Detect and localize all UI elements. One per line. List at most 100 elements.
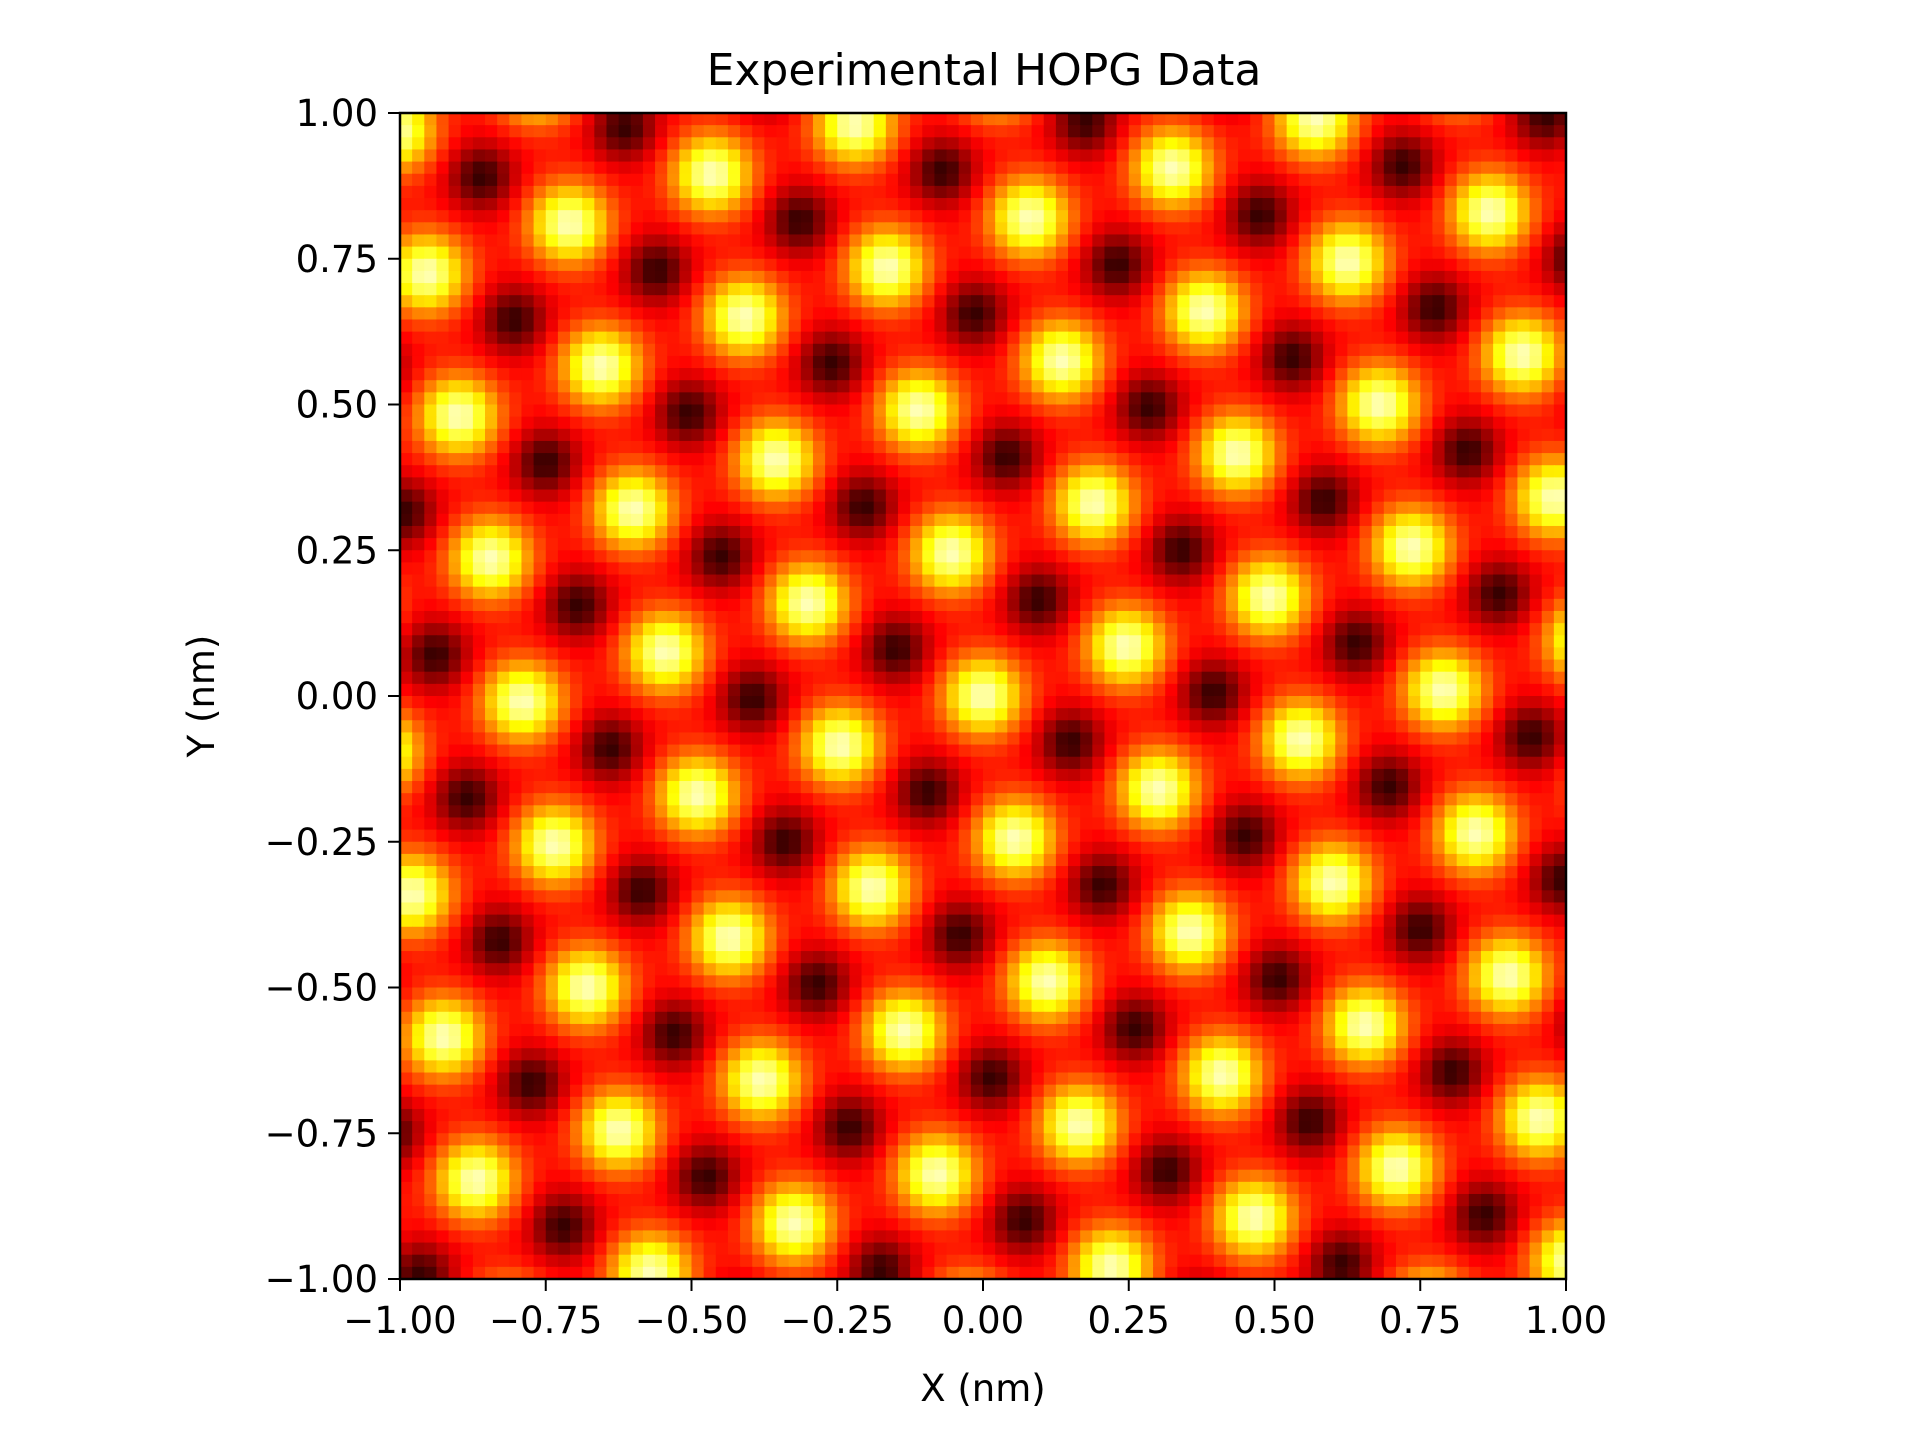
heatmap-cell [1043,185,1057,199]
heatmap-cell [1080,307,1093,321]
heatmap-cell [424,732,438,746]
heatmap-cell [800,732,814,746]
heatmap-cell [436,562,450,576]
heatmap-cell [970,671,984,685]
heatmap-cell [800,720,814,734]
heatmap-cell [1250,198,1263,211]
heatmap-cell [582,659,595,673]
heatmap-cell [1298,270,1312,284]
heatmap-cell [570,295,583,308]
heatmap-cell [703,404,717,418]
heatmap-cell [1298,659,1312,673]
heatmap-cell [1371,489,1385,503]
heatmap-cell [1408,550,1421,563]
heatmap-cell [1383,161,1397,175]
heatmap-cell [606,173,620,187]
heatmap-cell [1432,610,1446,624]
heatmap-cell [497,428,510,442]
heatmap-cell [812,210,826,223]
heatmap-cell [424,696,438,709]
heatmap-cell [679,477,693,491]
heatmap-cell [1177,623,1191,636]
heatmap-cell [436,744,450,758]
heatmap-cell [1517,477,1531,491]
heatmap-cell [1408,210,1421,223]
heatmap-cell [776,222,790,236]
heatmap-cell [1529,671,1543,685]
heatmap-cell [400,440,413,454]
heatmap-cell [849,465,863,478]
heatmap-cell [679,198,693,211]
heatmap-cell [740,696,753,709]
heatmap-cell [1359,210,1373,223]
heatmap-cell [642,647,656,661]
heatmap-cell [1213,732,1227,746]
heatmap-cell [1189,477,1203,491]
heatmap-cell [1201,368,1215,381]
heatmap-cell [618,295,632,308]
heatmap-cell [1213,598,1227,612]
heatmap-cell [837,210,850,223]
heatmap-cell [1493,137,1506,151]
heatmap-cell [1153,234,1166,248]
heatmap-cell [1128,732,1142,746]
heatmap-cell [618,440,632,454]
heatmap-cell [1541,185,1555,199]
heatmap-cell [1213,246,1227,260]
heatmap-cell [861,210,875,223]
heatmap-cell [1043,161,1057,175]
heatmap-cell [570,210,583,223]
heatmap-cell [922,647,936,661]
heatmap-cell [1153,428,1166,442]
heatmap-cell [1068,149,1081,163]
heatmap-cell [400,198,413,211]
heatmap-cell [1189,173,1203,187]
heatmap-cell [934,525,948,539]
heatmap-cell [655,270,668,284]
heatmap-cell [1395,513,1409,527]
heatmap-cell [424,671,438,685]
heatmap-cell [1335,696,1348,709]
heatmap-cell [703,125,717,138]
heatmap-cell [1310,562,1324,576]
heatmap-cell [594,598,608,612]
heatmap-cell [642,732,656,746]
heatmap-cell [764,161,778,175]
heatmap-cell [1395,210,1409,223]
heatmap-cell [1347,404,1361,418]
heatmap-cell [995,708,1008,721]
heatmap-cell [934,453,948,466]
heatmap-cell [922,210,936,223]
heatmap-cell [1165,708,1178,721]
heatmap-cell [825,550,838,563]
heatmap-cell [740,586,753,600]
heatmap-cell [1310,246,1324,260]
heatmap-cell [1213,270,1227,284]
heatmap-cell [995,440,1008,454]
heatmap-cell [727,477,741,491]
heatmap-cell [983,258,996,272]
heatmap-cell [606,283,620,296]
heatmap-cell [788,489,802,503]
heatmap-cell [1165,270,1178,284]
heatmap-cell [885,586,899,600]
heatmap-cell [1517,465,1531,478]
heatmap-cell [448,173,462,187]
heatmap-cell [533,453,547,466]
heatmap-cell [1031,635,1045,649]
heatmap-cell [825,222,838,236]
heatmap-cell [1323,125,1336,138]
heatmap-cell [667,659,680,673]
heatmap-cell [958,161,972,175]
heatmap-cell [752,465,765,478]
heatmap-cell [776,550,790,563]
heatmap-cell [1080,708,1093,721]
heatmap-cell [497,465,510,478]
heatmap-cell [740,623,753,636]
heatmap-cell [764,343,778,357]
heatmap-cell [983,222,996,236]
heatmap-cell [642,307,656,321]
heatmap-cell [655,574,668,588]
heatmap-cell [788,161,802,175]
heatmap-cell [1238,283,1251,296]
